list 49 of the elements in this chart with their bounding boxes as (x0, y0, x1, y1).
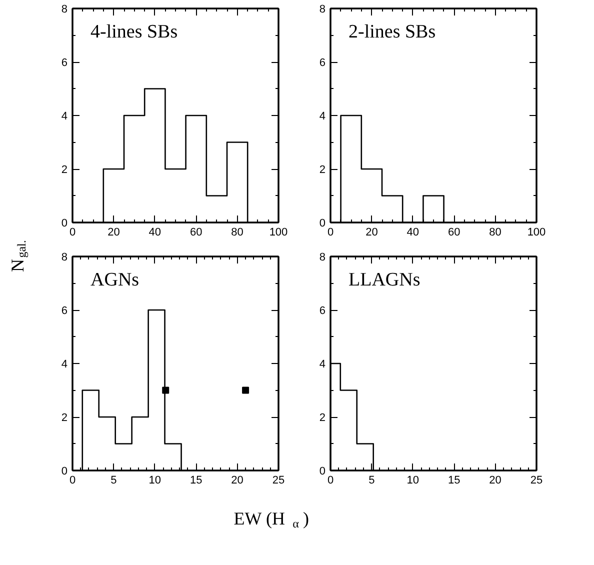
y-tick-label: 0 (319, 218, 326, 230)
x-tick-label: 60 (190, 226, 202, 238)
x-tick-label: 20 (231, 474, 244, 486)
text: LLAGNs (348, 270, 420, 290)
y-tick-label: 6 (319, 305, 326, 317)
x-tick-label: 0 (327, 226, 334, 238)
text: 4-lines SBs (90, 22, 178, 42)
y-axis-title: Ngal. (8, 240, 28, 272)
x-tick-label: 25 (272, 474, 285, 486)
x-tick-label: 0 (69, 226, 76, 238)
x-tick-label: 5 (110, 474, 117, 486)
y-tick-label: 6 (61, 305, 68, 317)
x-tick-label: 100 (269, 226, 288, 238)
y-tick-label: 6 (61, 57, 68, 69)
y-tick-label: 2 (61, 412, 68, 424)
x-tick-label: 40 (406, 226, 420, 238)
y-tick-label: 0 (319, 466, 326, 478)
y-tick-label: 8 (319, 4, 326, 16)
x-tick-label: 80 (231, 226, 244, 238)
x-tick-label: 15 (448, 474, 460, 486)
y-tick-label: 4 (61, 358, 68, 370)
y-tick-label: 4 (319, 110, 326, 122)
y-tick-label: 0 (61, 218, 68, 230)
y-tick-label: 0 (61, 466, 68, 478)
x-tick-label: 20 (366, 226, 378, 238)
text: AGNs (90, 270, 140, 290)
x-tick-label: 10 (406, 474, 420, 486)
y-tick-label: 8 (61, 4, 68, 16)
x-tick-label: 25 (530, 474, 543, 486)
y-tick-label: 8 (319, 252, 326, 264)
x-tick-label: 40 (148, 226, 162, 238)
x-tick-label: 20 (489, 474, 502, 486)
y-tick-label: 4 (61, 110, 68, 122)
x-tick-label: 20 (108, 226, 120, 238)
y-tick-label: 8 (61, 252, 68, 264)
x-tick-label: 0 (69, 474, 76, 486)
y-tick-label: 6 (319, 57, 326, 69)
x-tick-label: 15 (190, 474, 202, 486)
x-tick-label: 80 (489, 226, 502, 238)
y-tick-label: 2 (319, 164, 326, 176)
x-tick-label: 60 (448, 226, 460, 238)
x-tick-label: 5 (368, 474, 375, 486)
text: 2-lines SBs (348, 22, 436, 42)
x-tick-label: 10 (148, 474, 162, 486)
y-tick-label: 2 (61, 164, 68, 176)
x-tick-label: 0 (327, 474, 334, 486)
y-tick-label: 4 (319, 358, 326, 370)
y-tick-label: 2 (319, 412, 326, 424)
x-tick-label: 100 (527, 226, 546, 238)
